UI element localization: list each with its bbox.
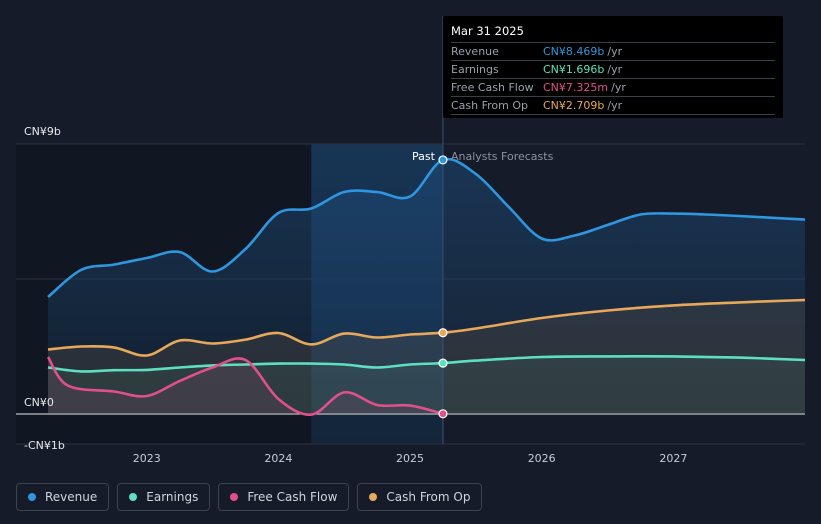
tooltip-unit: /yr xyxy=(607,63,623,76)
legend-item-revenue[interactable]: Revenue xyxy=(16,483,110,511)
x-tick-label: 2023 xyxy=(133,452,161,465)
tooltip-value: CN¥1.696b xyxy=(543,63,605,76)
line-free-cash-flow xyxy=(46,356,444,416)
series-markers xyxy=(438,155,448,419)
area-earnings xyxy=(48,356,805,414)
marker-revenue xyxy=(438,155,448,165)
tooltip-unit: /yr xyxy=(607,99,623,112)
line-cash-from-op xyxy=(47,298,806,357)
tooltip-date: Mar 31 2025 xyxy=(451,22,775,43)
line-revenue xyxy=(47,157,806,299)
tooltip: Mar 31 2025 Revenue CN¥8.469b /yr Earnin… xyxy=(443,16,783,118)
x-tick-label: 2024 xyxy=(264,452,292,465)
tooltip-row-free-cash-flow: Free Cash Flow CN¥7.325m /yr xyxy=(451,79,775,97)
legend-dot-icon xyxy=(369,493,378,501)
legend-item-earnings[interactable]: Earnings xyxy=(117,483,211,511)
tooltip-value: CN¥2.709b xyxy=(543,99,605,112)
x-tick-label: 2025 xyxy=(396,452,424,465)
x-tick-label: 2027 xyxy=(659,452,687,465)
tooltip-unit: /yr xyxy=(611,81,626,94)
tooltip-value: CN¥7.325m xyxy=(543,81,609,94)
y-tick-label: CN¥0 xyxy=(24,396,54,409)
legend-dot-icon xyxy=(28,493,36,501)
marker-cash-from-op xyxy=(438,328,448,338)
tooltip-row-cash-from-op: Cash From Op CN¥2.709b /yr xyxy=(451,97,775,115)
tooltip-row-revenue: Revenue CN¥8.469b /yr xyxy=(451,43,775,61)
y-axis-labels: CN¥9b CN¥0 -CN¥1b xyxy=(24,125,65,452)
legend-dot-icon xyxy=(230,493,239,501)
legend-item-cash-from-op[interactable]: Cash From Op xyxy=(357,483,483,511)
y-tick-label: -CN¥1b xyxy=(24,439,65,452)
past-label: Past xyxy=(412,150,436,163)
tooltip-label: Cash From Op xyxy=(451,99,529,112)
line-earnings xyxy=(47,354,806,373)
legend-label: Cash From Op xyxy=(386,490,471,504)
legend-item-free-cash-flow[interactable]: Free Cash Flow xyxy=(218,483,350,511)
x-axis-labels: 2023 2024 2025 2026 2027 xyxy=(133,452,688,465)
area-free-cash-flow xyxy=(48,357,443,415)
tooltip-row-earnings: Earnings CN¥1.696b /yr xyxy=(451,61,775,79)
legend: Revenue Earnings Free Cash Flow Cash Fro… xyxy=(16,483,483,511)
tooltip-label: Free Cash Flow xyxy=(451,81,534,94)
marker-earnings xyxy=(438,358,448,368)
legend-label: Revenue xyxy=(45,490,98,504)
forecast-label: Analysts Forecasts xyxy=(451,150,554,163)
tooltip-value: CN¥8.469b xyxy=(543,45,605,58)
area-cash-from-op xyxy=(48,300,805,414)
legend-dot-icon xyxy=(129,493,138,501)
tooltip-label: Earnings xyxy=(451,63,499,76)
tooltip-label: Revenue xyxy=(451,45,499,58)
x-tick-label: 2026 xyxy=(528,452,556,465)
y-tick-label: CN¥9b xyxy=(24,125,61,138)
series-lines xyxy=(46,157,806,416)
legend-label: Earnings xyxy=(146,490,199,504)
tooltip-unit: /yr xyxy=(607,45,623,58)
marker-free-cash-flow xyxy=(438,409,448,419)
legend-label: Free Cash Flow xyxy=(247,490,338,504)
